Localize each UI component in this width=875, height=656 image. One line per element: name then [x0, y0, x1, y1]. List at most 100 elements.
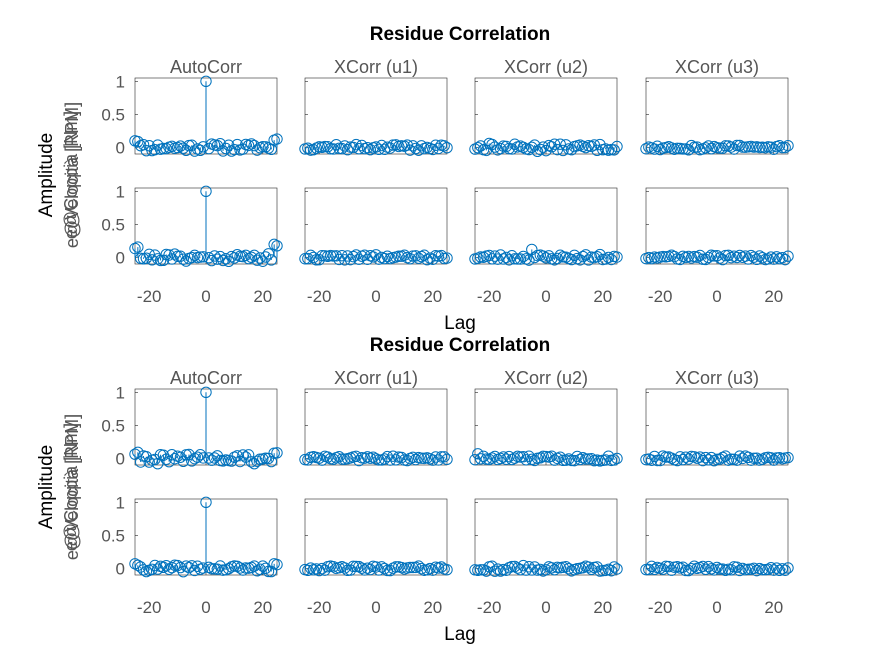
stem-marker [731, 251, 743, 264]
stem-marker [271, 447, 283, 459]
stem-marker [186, 139, 198, 151]
stem-marker [608, 144, 620, 156]
stem-marker [427, 564, 439, 576]
stem-marker [705, 143, 718, 155]
stem-marker [545, 450, 558, 462]
y-tick-label: 0 [116, 248, 125, 267]
stem-marker [237, 564, 249, 576]
stem-marker [503, 450, 515, 463]
y-tick-label: 1 [116, 383, 125, 402]
x-tick-label: 20 [423, 287, 442, 306]
stem-marker [140, 451, 153, 463]
stem-marker [751, 253, 763, 266]
stem-marker [197, 452, 209, 464]
stem-marker [390, 139, 402, 151]
x-axis-label: Lag [444, 313, 476, 334]
stem-marker [591, 144, 603, 157]
y-tick-label: 0 [116, 449, 125, 468]
stem-marker [378, 252, 391, 265]
panel-r2-c1: 0 0.5 1 -20 0 20 [101, 493, 283, 617]
column-title: XCorr (u3) [675, 368, 759, 388]
stem-marker [438, 451, 450, 463]
stem-marker [177, 253, 189, 265]
row-label: e@Coppia [Nm] [61, 423, 81, 551]
stem-marker [682, 250, 695, 263]
stem-marker [390, 454, 402, 466]
stem-marker [220, 252, 232, 265]
stem-marker [183, 448, 195, 461]
stem-marker [782, 139, 794, 152]
x-tick-label: 0 [541, 598, 550, 617]
stem-marker [356, 562, 368, 574]
stem-marker [251, 455, 263, 467]
y-tick-label: 0.5 [101, 416, 125, 435]
stem-marker [157, 561, 170, 573]
stem-marker [554, 451, 566, 463]
axes-frame [474, 388, 618, 466]
stem-marker [557, 454, 569, 466]
stem-marker [132, 241, 144, 253]
stem-marker [307, 143, 320, 156]
x-tick-label: 20 [593, 598, 612, 617]
stem-marker [734, 139, 746, 152]
stem-marker [381, 250, 394, 262]
stem-marker [186, 251, 198, 264]
stem-marker [782, 250, 794, 262]
panel-r2-c2: -20 0 20 [299, 187, 453, 306]
stem-marker [186, 455, 198, 467]
stem-marker [200, 75, 212, 88]
stem-marker [435, 561, 448, 573]
stem-marker [248, 457, 260, 470]
stem-marker [477, 450, 490, 463]
stem-marker [441, 252, 453, 264]
stem-marker [697, 560, 709, 573]
stem-marker [427, 454, 439, 466]
row-label: e@Coppia [Nm] [61, 111, 81, 239]
stem-marker [197, 141, 209, 153]
stem-marker [773, 564, 786, 577]
stem-marker [668, 250, 681, 263]
stem-marker [611, 563, 623, 575]
stem-marker [373, 253, 385, 265]
stem-marker [511, 253, 524, 265]
stem-marker [208, 452, 221, 464]
stem-marker [234, 562, 246, 574]
stem-marker [648, 563, 661, 576]
stem-marker [163, 455, 175, 468]
stem-marker [214, 250, 226, 263]
stem-marker [742, 451, 754, 464]
stem-marker [677, 561, 689, 573]
stem-marker [677, 453, 689, 466]
stem-marker [776, 141, 789, 154]
stem-marker [591, 250, 603, 263]
stem-marker [132, 559, 144, 571]
stem-marker [327, 561, 340, 573]
stem-marker [324, 143, 337, 155]
stem-marker [489, 565, 501, 577]
stem-marker [327, 453, 340, 465]
stem-marker [435, 249, 448, 262]
stem-marker [302, 454, 314, 466]
stem-marker [611, 251, 623, 263]
stem-marker [373, 564, 385, 576]
stem-marker [319, 140, 331, 153]
stem-marker [364, 563, 377, 576]
stem-marker [415, 140, 428, 152]
stem-marker [171, 559, 184, 572]
stem-marker [302, 564, 314, 576]
stem-marker [401, 454, 413, 467]
stem-marker [748, 452, 760, 464]
x-axis-label: Lag [444, 624, 476, 645]
y-tick-label: 1 [116, 182, 125, 201]
stem-marker [474, 140, 487, 152]
stem-marker [714, 453, 726, 465]
stem-marker [171, 250, 184, 263]
stem-marker [341, 250, 354, 262]
stem-marker [548, 454, 561, 466]
stem-marker [540, 564, 552, 576]
stem-marker [688, 141, 700, 153]
stem-marker [756, 563, 769, 576]
stem-marker [200, 386, 212, 399]
stem-marker [146, 563, 158, 575]
panel-r1-c4: XCorr (u3) [640, 368, 794, 467]
